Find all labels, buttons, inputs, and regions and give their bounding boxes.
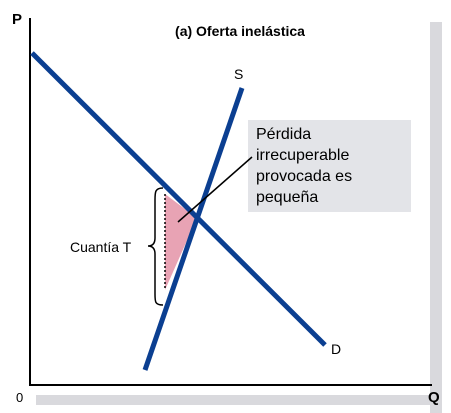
demand-curve-label: D bbox=[331, 341, 341, 357]
y-axis-label: P bbox=[12, 11, 22, 28]
callout-text: Pérdida irrecuperable provocada es peque… bbox=[256, 126, 357, 206]
callout-pointer bbox=[177, 156, 253, 223]
callout-line: irrecuperable bbox=[256, 147, 349, 164]
origin-label: 0 bbox=[16, 390, 23, 405]
x-axis-label: Q bbox=[428, 389, 440, 406]
deadweight-loss-triangle bbox=[165, 194, 197, 290]
right-shadow bbox=[430, 22, 442, 413]
callout-line: provocada es bbox=[256, 168, 352, 185]
bottom-shadow bbox=[36, 395, 442, 405]
demand-curve bbox=[30, 51, 327, 347]
callout-box bbox=[248, 120, 411, 212]
diagram-title: (a) Oferta inelástica bbox=[175, 23, 305, 39]
callout-line: Pérdida bbox=[256, 126, 311, 143]
tax-brace bbox=[147, 187, 164, 306]
supply-curve bbox=[142, 87, 245, 371]
tax-amount-label: Cuantía T bbox=[70, 239, 132, 255]
supply-curve-label: S bbox=[234, 66, 243, 82]
callout-line: pequeña bbox=[256, 189, 318, 206]
